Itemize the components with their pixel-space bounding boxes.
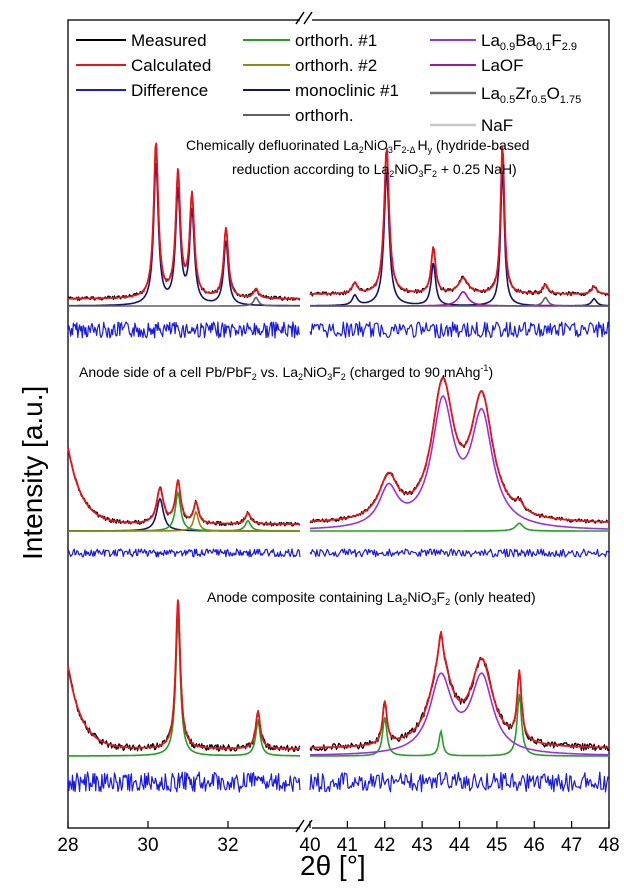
legend-label-laof: LaOF: [481, 56, 524, 75]
axis-break-bottom: [295, 819, 313, 836]
x-tick-label: 40: [299, 835, 320, 856]
legend-label-monoclinic-1: monoclinic #1: [295, 81, 399, 100]
x-tick-label: 28: [57, 835, 78, 856]
phase-curve-orthorh-2: [68, 511, 300, 532]
phase-curve-la0-9ba0-1f2-9: [310, 395, 609, 530]
plot-frame: [67, 19, 610, 829]
x-tick-label: 45: [486, 835, 507, 856]
panel-1-annotation-line-2: reduction according to La2NiO3F2 + 0.25 …: [232, 161, 517, 179]
phase-curve-la0-9ba0-1f2-9: [310, 672, 609, 756]
difference-curve-panel-2-left: [67, 548, 301, 558]
measured-curve-panel-2-right: [309, 375, 610, 524]
x-tick-label: 41: [337, 835, 358, 856]
x-tick-label: 47: [561, 835, 582, 856]
panel-2-annotation: Anode side of a cell Pb/PbF2 vs. La2NiO3…: [79, 363, 493, 382]
difference-curve-panel-1-left: [67, 321, 300, 339]
legend-label-orthorh-2: orthorh. #2: [295, 56, 377, 75]
x-tick-label: 42: [374, 835, 395, 856]
legend-label-lazro: La0.5Zr0.5O1.75: [481, 84, 581, 106]
x-tick-label: 32: [217, 835, 238, 856]
x-axis-title: 2θ [°]: [300, 850, 366, 881]
legend-label-labaf: La0.9Ba0.1F2.9: [481, 31, 577, 53]
phase-curve-orthorh-1: [310, 693, 609, 757]
difference-curve-panel-3-right: [309, 771, 610, 793]
calculated-curve-panel-2-right: [309, 376, 609, 523]
x-tick-label: 46: [524, 835, 545, 856]
calculated-curve-panel-1-right: [310, 146, 609, 295]
calculated-curve-panel-3-left: [67, 599, 301, 750]
legend-label-orthorh: orthorh.: [295, 106, 354, 125]
x-tick-label: 30: [137, 835, 158, 856]
x-tick-label: 48: [598, 835, 619, 856]
phase-curve-orthorh-: [68, 296, 300, 307]
difference-curve-panel-1-right: [309, 321, 610, 339]
phase-curve-orthorh-1: [68, 618, 300, 757]
difference-curve-panel-3-left: [67, 771, 301, 793]
x-tick-label: 44: [449, 835, 471, 856]
legend-label-measured: Measured: [131, 31, 207, 50]
axis-break-top: [295, 11, 313, 28]
phase-curve-monoclinic-1: [310, 170, 609, 307]
x-tick-label: 43: [412, 835, 433, 856]
phase-curve-monoclinic-1: [68, 162, 300, 307]
difference-curve-panel-2-right: [309, 548, 610, 558]
calculated-curve-panel-2-left: [67, 446, 300, 525]
legend: Measured Calculated Difference orthorh. …: [76, 31, 581, 135]
legend-label-naf: NaF: [481, 116, 513, 135]
phase-curve-orthorh-1: [310, 522, 609, 532]
legend-label-calculated: Calculated: [131, 56, 211, 75]
calculated-curve-panel-1-left: [68, 142, 300, 300]
legend-label-difference: Difference: [131, 81, 208, 100]
legend-label-orthorh-1: orthorh. #1: [295, 31, 377, 50]
measured-curve-panel-3-right: [309, 630, 610, 752]
x-axis-ticks: 28 30 32 40 41 42 43 44 45 46 47 48: [57, 821, 620, 856]
panel-1-annotation-line-1: Chemically defluorinated La2NiO3F2-Δ Hy …: [186, 137, 529, 155]
y-axis-title: Intensity [a.u.]: [17, 386, 48, 560]
phase-curve-orthorh-: [310, 296, 609, 307]
panel-3-annotation: Anode composite containing La2NiO3F2 (on…: [207, 589, 536, 607]
data-curves: [67, 142, 610, 793]
calculated-curve-panel-3-right: [310, 631, 610, 749]
